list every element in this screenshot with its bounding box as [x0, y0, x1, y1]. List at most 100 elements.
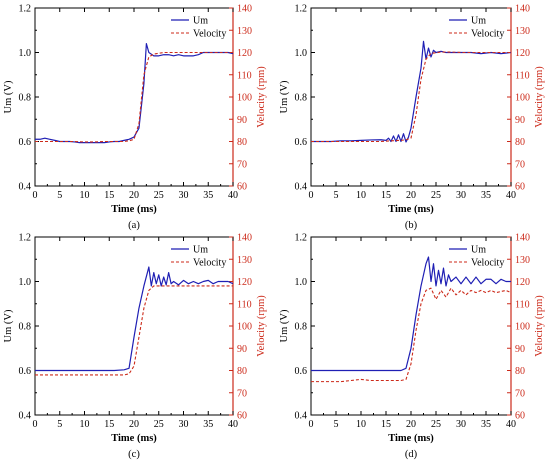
y2-tick-label: 140 — [515, 4, 530, 15]
y-tick-label: 0.4 — [295, 182, 308, 193]
y2-tick-label: 60 — [515, 182, 525, 193]
y2-tick-label: 140 — [515, 233, 530, 244]
y2-axis-label: Velocity (rpm) — [256, 295, 267, 357]
y-tick-label: 1.0 — [19, 277, 32, 288]
y2-tick-label: 70 — [237, 388, 247, 399]
y2-tick-label: 70 — [237, 159, 247, 170]
x-axis-label: Time (ms) — [111, 204, 157, 215]
series-line-um — [311, 256, 511, 372]
x-tick-label: 40 — [506, 190, 516, 201]
panel-caption: (b) — [405, 220, 418, 231]
x-axis-label: Time (ms) — [388, 433, 434, 444]
x-tick-label: 5 — [57, 190, 62, 201]
y2-tick-label: 120 — [515, 277, 530, 288]
y2-tick-label: 110 — [237, 70, 252, 81]
series-line-um — [35, 42, 234, 144]
x-tick-label: 0 — [33, 419, 38, 430]
y2-tick-label: 70 — [515, 388, 525, 399]
x-tick-label: 15 — [104, 190, 114, 201]
x-tick-label: 15 — [104, 419, 114, 430]
y-tick-label: 0.8 — [19, 322, 32, 333]
y2-tick-label: 90 — [237, 115, 247, 126]
y-tick-label: 0.6 — [295, 366, 308, 377]
x-tick-label: 25 — [154, 190, 164, 201]
x-tick-label: 15 — [381, 419, 391, 430]
y-tick-label: 1.2 — [19, 233, 32, 244]
x-tick-label: 10 — [356, 190, 366, 201]
legend-label-velocity: Velocity — [471, 29, 504, 40]
legend-label-velocity: Velocity — [471, 258, 504, 269]
y2-tick-label: 130 — [237, 255, 252, 266]
x-tick-label: 40 — [228, 190, 238, 201]
x-axis-label: Time (ms) — [111, 433, 157, 444]
y-tick-label: 1.0 — [295, 48, 308, 59]
y2-tick-label: 100 — [237, 322, 252, 333]
series-line-velocity — [311, 51, 511, 143]
y-tick-label: 0.8 — [295, 93, 308, 104]
x-tick-label: 20 — [129, 419, 139, 430]
x-tick-label: 30 — [456, 419, 466, 430]
y-tick-label: 1.0 — [19, 48, 32, 59]
y-tick-label: 1.2 — [19, 4, 32, 15]
x-tick-label: 15 — [381, 190, 391, 201]
x-tick-label: 10 — [80, 419, 90, 430]
y2-tick-label: 140 — [237, 4, 252, 15]
y2-tick-label: 90 — [515, 115, 525, 126]
chart-panel-4: 0 5 10 15 20 25 30 35 40 0.4 0.6 0.8 1.0 1.2 60 70 80 90 1… — [279, 233, 545, 461]
legend: Um Velocity — [449, 245, 504, 269]
y2-tick-label: 130 — [237, 26, 252, 37]
x-tick-label: 25 — [431, 190, 441, 201]
x-tick-label: 40 — [228, 419, 238, 430]
y2-axis-label: Velocity (rpm) — [256, 66, 267, 128]
y2-tick-label: 70 — [515, 159, 525, 170]
y2-axis-label: Velocity (rpm) — [534, 295, 545, 357]
y-tick-label: 0.4 — [19, 411, 32, 422]
y2-tick-label: 80 — [515, 137, 525, 148]
series-line-velocity — [35, 51, 233, 143]
x-tick-label: 20 — [129, 190, 139, 201]
x-tick-label: 35 — [481, 419, 491, 430]
x-axis-label: Time (ms) — [388, 204, 434, 215]
panel-caption: (d) — [405, 449, 418, 460]
x-tick-label: 10 — [356, 419, 366, 430]
y2-tick-label: 100 — [515, 93, 530, 104]
legend-label-um: Um — [193, 16, 208, 27]
y2-tick-label: 120 — [237, 48, 252, 59]
y2-tick-label: 130 — [515, 255, 530, 266]
y-tick-label: 0.4 — [19, 182, 32, 193]
y2-tick-label: 120 — [515, 48, 530, 59]
panel-caption: (a) — [128, 220, 140, 231]
legend-label-um: Um — [471, 16, 486, 27]
panel-caption: (c) — [128, 449, 140, 460]
y2-tick-label: 80 — [515, 366, 525, 377]
legend-label-velocity: Velocity — [193, 29, 226, 40]
x-tick-label: 40 — [506, 419, 516, 430]
series-line-velocity — [35, 285, 233, 376]
x-tick-label: 35 — [203, 190, 213, 201]
x-tick-label: 0 — [309, 190, 314, 201]
y2-tick-label: 80 — [237, 137, 247, 148]
y2-tick-label: 110 — [515, 299, 530, 310]
x-tick-label: 10 — [80, 190, 90, 201]
x-tick-label: 30 — [456, 190, 466, 201]
y2-tick-label: 60 — [237, 411, 247, 422]
chart-panel-3: 0 5 10 15 20 25 30 35 40 0.4 0.6 0.8 1.0 1.2 60 70 80 90 1… — [3, 233, 267, 461]
y-tick-label: 1.0 — [295, 277, 308, 288]
y2-tick-label: 110 — [237, 299, 252, 310]
y-tick-label: 0.8 — [19, 93, 32, 104]
x-tick-label: 20 — [406, 190, 416, 201]
y2-tick-label: 100 — [515, 322, 530, 333]
y-tick-label: 0.8 — [295, 322, 308, 333]
y2-tick-label: 110 — [515, 70, 530, 81]
x-tick-label: 35 — [203, 419, 213, 430]
y2-tick-label: 60 — [515, 411, 525, 422]
series-line-um — [311, 40, 512, 143]
legend-label-um: Um — [193, 245, 208, 256]
x-tick-label: 20 — [406, 419, 416, 430]
y-axis-label: Um (V) — [3, 80, 14, 113]
y2-tick-label: 140 — [237, 233, 252, 244]
x-tick-label: 25 — [431, 419, 441, 430]
legend: Um Velocity — [449, 16, 504, 40]
y-tick-label: 1.2 — [295, 4, 308, 15]
